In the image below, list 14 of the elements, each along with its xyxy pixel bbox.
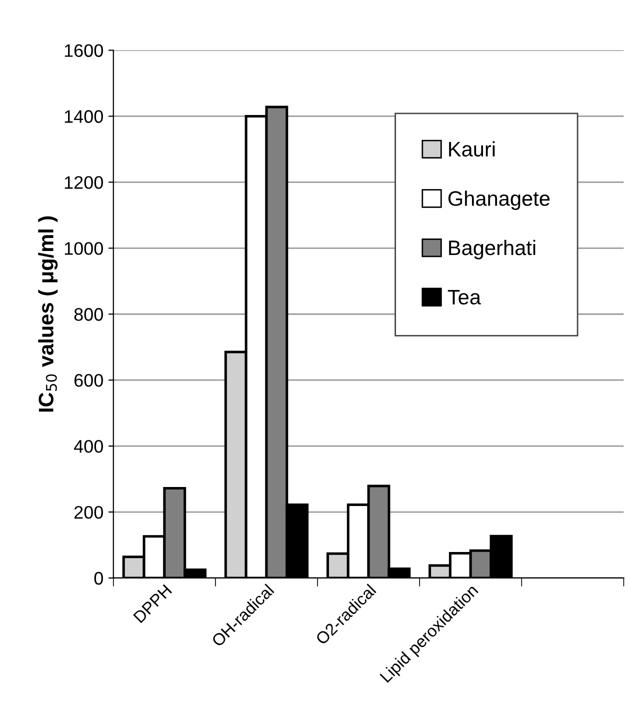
y-axis-title: IC$_{50}$ values ( μg/ml ): [38, 216, 58, 412]
legend-label: Bagerhati: [449, 240, 536, 260]
y-tick-label: 0: [94, 572, 103, 585]
y-tick-label: 1400: [64, 110, 103, 123]
y-tick-label: 1200: [64, 176, 103, 189]
legend-label: Tea: [448, 290, 481, 305]
legend-label: Ghanagete: [448, 190, 550, 210]
y-tick-label: 400: [74, 440, 103, 453]
y-tick-label: 1600: [64, 44, 103, 57]
y-tick-label: 200: [74, 506, 103, 519]
y-tick-label: 600: [74, 374, 103, 387]
y-tick-label: 800: [74, 308, 103, 321]
legend-label: Kauri: [449, 141, 495, 157]
y-tick-label: 1000: [64, 242, 103, 255]
